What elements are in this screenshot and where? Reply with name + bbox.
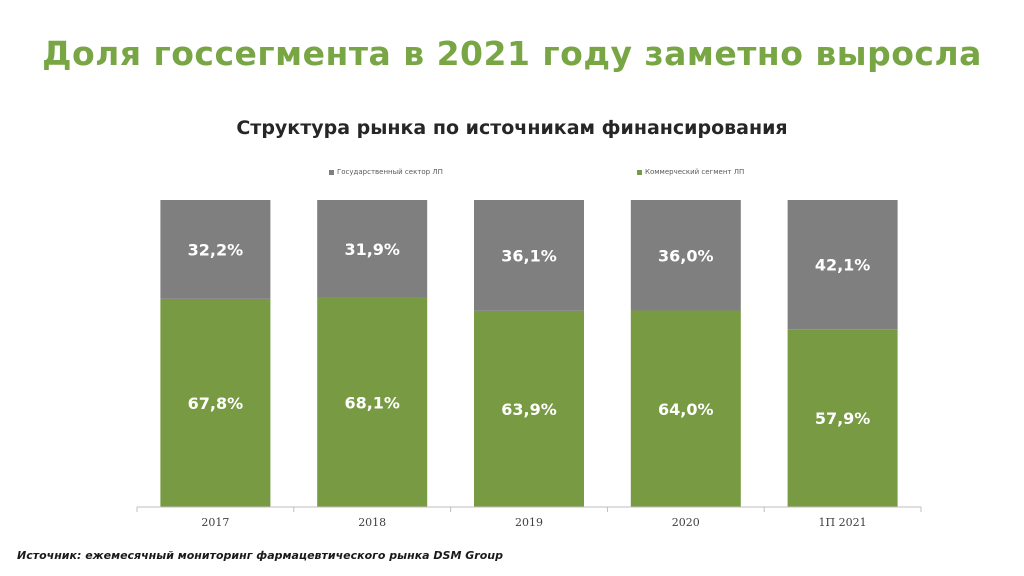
data-label-commercial-2: 63,9% bbox=[501, 400, 557, 419]
chart-legend: Государственный сектор ЛП Коммерческий с… bbox=[0, 168, 1024, 182]
bar-commercial-2 bbox=[474, 310, 584, 507]
bar-commercial-3 bbox=[630, 310, 741, 507]
data-label-government-3: 36,0% bbox=[658, 246, 714, 265]
bar-government-1 bbox=[317, 200, 428, 298]
source-note: Источник: ежемесячный мониторинг фармаце… bbox=[17, 549, 503, 562]
bar-commercial-4 bbox=[787, 329, 898, 507]
data-label-government-0: 32,2% bbox=[188, 240, 244, 259]
data-label-government-4: 42,1% bbox=[815, 256, 871, 275]
chart-title: Структура рынка по источникам финансиров… bbox=[236, 117, 788, 139]
data-label-government-2: 36,1% bbox=[501, 246, 557, 265]
legend-swatch-commercial bbox=[637, 169, 642, 175]
legend-label-commercial: Коммерческий сегмент ЛП bbox=[645, 168, 745, 176]
bar-government-3 bbox=[630, 200, 741, 311]
x-tick-label-0: 2017 bbox=[201, 516, 229, 529]
legend-item-government: Государственный сектор ЛП bbox=[329, 168, 443, 176]
data-label-commercial-3: 64,0% bbox=[658, 400, 714, 419]
x-tick-label-2: 2019 bbox=[515, 516, 543, 529]
bar-government-4 bbox=[787, 200, 898, 330]
legend-label-government: Государственный сектор ЛП bbox=[337, 168, 443, 176]
bar-commercial-0 bbox=[160, 298, 271, 507]
data-label-government-1: 31,9% bbox=[344, 240, 400, 259]
bar-government-2 bbox=[474, 200, 584, 311]
legend-item-commercial: Коммерческий сегмент ЛП bbox=[637, 168, 744, 176]
bar-government-0 bbox=[160, 200, 271, 299]
x-tick-label-4: 1П 2021 bbox=[819, 516, 867, 529]
x-tick-label-1: 2018 bbox=[358, 516, 386, 529]
data-label-commercial-1: 68,1% bbox=[344, 393, 400, 412]
data-label-commercial-4: 57,9% bbox=[815, 409, 871, 428]
data-label-commercial-0: 67,8% bbox=[188, 394, 244, 413]
legend-swatch-government bbox=[329, 169, 334, 175]
bar-commercial-1 bbox=[317, 297, 428, 507]
x-tick-label-3: 2020 bbox=[672, 516, 700, 529]
page-headline: Доля госсегмента в 2021 году заметно выр… bbox=[42, 34, 982, 73]
